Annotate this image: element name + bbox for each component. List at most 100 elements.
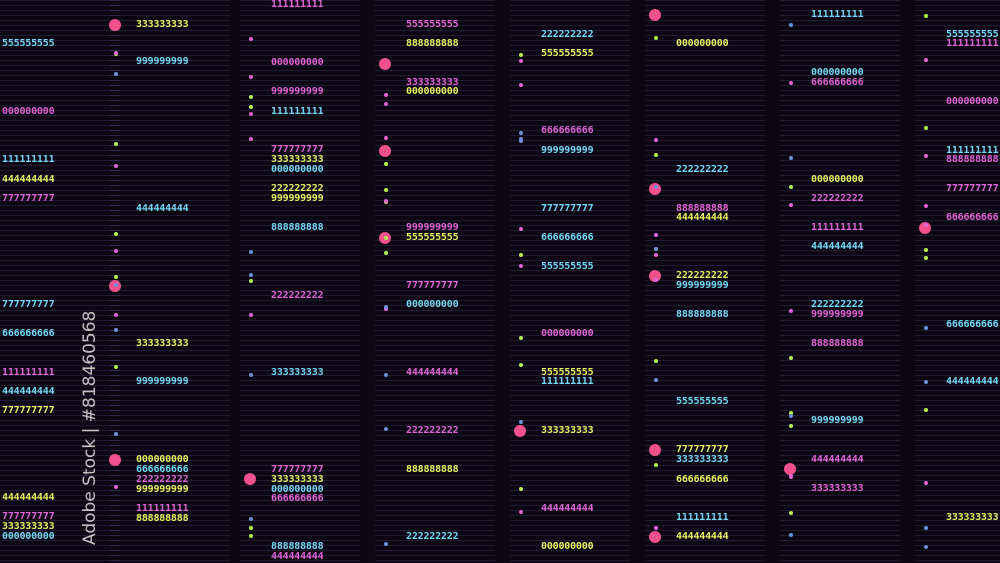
number-label: 666666666: [676, 474, 729, 485]
number-label: 111111111: [271, 106, 324, 117]
stripe-column: [0, 0, 120, 563]
number-label: 111111111: [946, 145, 999, 156]
small-dot: [924, 326, 928, 331]
small-dot: [924, 248, 928, 253]
number-label: 333333333: [541, 425, 594, 436]
number-label: 111111111: [271, 0, 324, 10]
small-dot: [789, 81, 793, 86]
small-dot: [249, 372, 253, 377]
number-label: 777777777: [946, 183, 999, 194]
small-dot: [249, 526, 253, 531]
small-dot: [114, 249, 118, 254]
small-dot: [249, 249, 253, 254]
stripe-column: [645, 0, 765, 563]
stripe-column: [110, 0, 230, 563]
number-label: 444444444: [811, 241, 864, 252]
small-dot: [924, 544, 928, 549]
small-dot: [519, 510, 523, 515]
small-dot: [384, 188, 388, 193]
stripe-column: [375, 0, 495, 563]
number-label: 555555555: [541, 367, 594, 378]
pink-dot: [649, 270, 661, 282]
small-dot: [789, 411, 793, 416]
small-dot: [519, 58, 523, 63]
number-label: 333333333: [271, 474, 324, 485]
small-dot: [654, 152, 658, 157]
small-dot: [384, 199, 388, 204]
small-dot: [249, 533, 253, 538]
small-dot: [789, 510, 793, 515]
small-dot: [114, 163, 118, 168]
small-dot: [384, 92, 388, 97]
number-label: 555555555: [541, 261, 594, 272]
small-dot: [519, 83, 523, 88]
small-dot: [384, 372, 388, 377]
pink-dot: [919, 222, 931, 234]
number-label: 666666666: [2, 328, 55, 339]
stripe-column: [915, 0, 1000, 563]
small-dot: [789, 355, 793, 360]
number-label: 000000000: [811, 67, 864, 78]
number-label: 333333333: [2, 521, 55, 532]
number-label: 888888888: [406, 38, 459, 49]
number-label: 444444444: [2, 492, 55, 503]
small-dot: [789, 309, 793, 314]
small-dot: [249, 273, 253, 278]
small-dot: [384, 250, 388, 255]
number-label: 222222222: [406, 425, 459, 436]
stripe-column: [510, 0, 630, 563]
small-dot: [114, 141, 118, 146]
number-label: 555555555: [406, 19, 459, 30]
small-dot: [789, 532, 793, 537]
number-label: 555555555: [406, 232, 459, 243]
small-dot: [519, 253, 523, 258]
small-dot: [519, 264, 523, 269]
number-label: 888888888: [811, 338, 864, 349]
small-dot: [924, 126, 928, 131]
number-label: 111111111: [676, 512, 729, 523]
number-label: 666666666: [946, 319, 999, 330]
small-dot: [114, 365, 118, 370]
number-label: 444444444: [676, 531, 729, 542]
number-label: 555555555: [946, 29, 999, 40]
small-dot: [519, 137, 523, 142]
small-dot: [789, 23, 793, 27]
number-label: 444444444: [2, 386, 55, 397]
small-dot: [519, 130, 523, 135]
number-label: 111111111: [2, 154, 55, 165]
number-label: 888888888: [676, 309, 729, 320]
number-label: 777777777: [406, 280, 459, 291]
number-label: 999999999: [811, 309, 864, 320]
small-dot: [789, 474, 793, 479]
small-dot: [519, 53, 523, 57]
number-label: 999999999: [811, 415, 864, 426]
small-dot: [654, 253, 658, 258]
number-label: 555555555: [676, 396, 729, 407]
number-label: 111111111: [2, 367, 55, 378]
number-label: 222222222: [676, 270, 729, 281]
small-dot: [654, 185, 658, 190]
number-label: 999999999: [136, 376, 189, 387]
number-label: 333333333: [676, 454, 729, 465]
small-dot: [114, 283, 118, 288]
small-dot: [519, 226, 523, 231]
number-label: 333333333: [136, 338, 189, 349]
number-label: 000000000: [271, 57, 324, 68]
small-dot: [654, 137, 658, 142]
number-label: 999999999: [406, 222, 459, 233]
small-dot: [519, 419, 523, 424]
small-dot: [924, 204, 928, 209]
number-label: 777777777: [2, 511, 55, 522]
number-label: 444444444: [946, 376, 999, 387]
number-label: 777777777: [541, 203, 594, 214]
small-dot: [924, 154, 928, 159]
small-dot: [384, 102, 388, 106]
number-label: 222222222: [811, 193, 864, 204]
number-label: 444444444: [676, 212, 729, 223]
number-label: 111111111: [946, 38, 999, 49]
small-dot: [114, 231, 118, 236]
pink-dot: [514, 425, 526, 437]
number-label: 888888888: [406, 464, 459, 475]
number-label: 000000000: [271, 164, 324, 175]
small-dot: [789, 155, 793, 160]
